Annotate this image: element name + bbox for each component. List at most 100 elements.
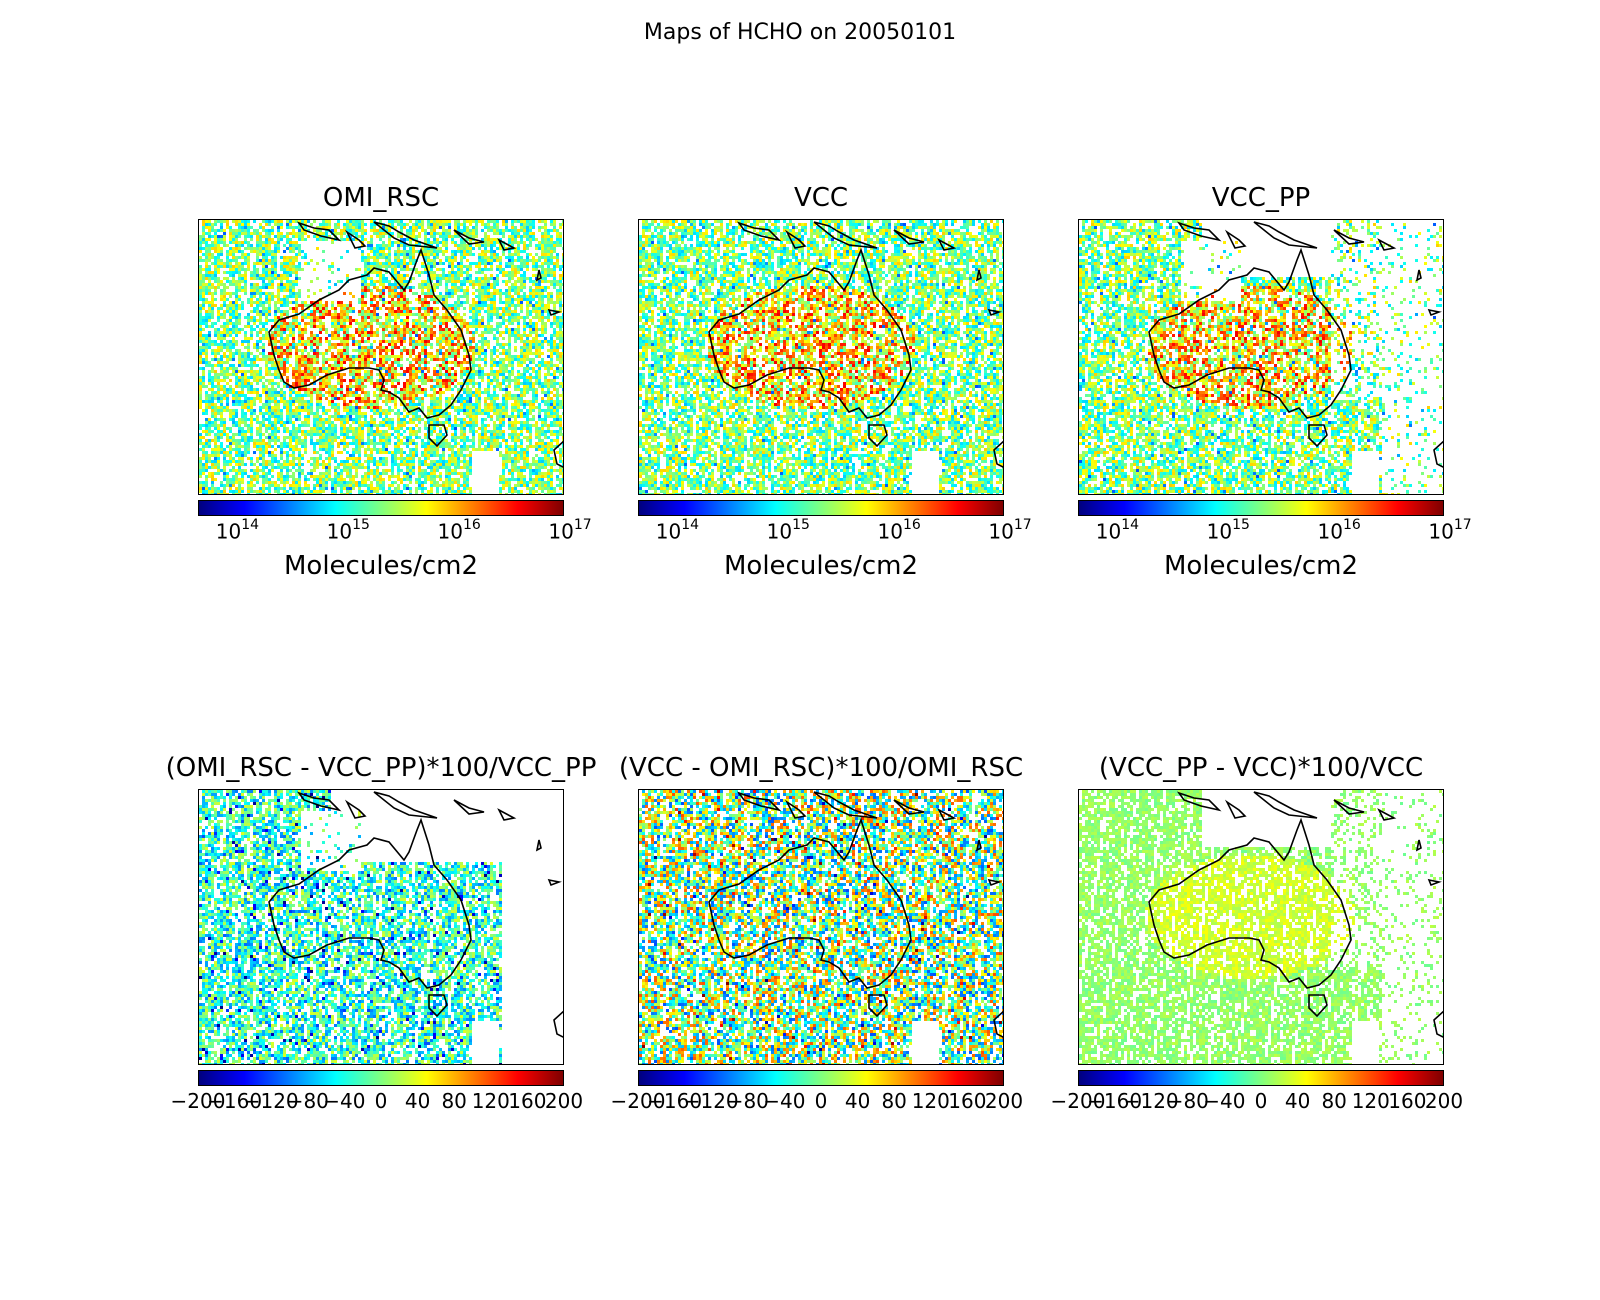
colorbar-label: Molecules/cm2 xyxy=(284,551,478,581)
australia-coastline xyxy=(1148,247,1352,419)
island-coastline xyxy=(344,229,367,249)
panel-title: OMI_RSC xyxy=(323,183,439,213)
map-plot xyxy=(638,219,1004,495)
colorbar-tick-label: 0 xyxy=(375,1089,388,1113)
australia-coastline xyxy=(708,817,912,989)
island-coastline xyxy=(1253,221,1318,249)
island-coastline xyxy=(1427,308,1442,317)
colorbar-tick-label: 200 xyxy=(985,1089,1023,1113)
colorbar-tick-label: 1017 xyxy=(988,517,1031,544)
australia-coastline xyxy=(268,817,472,989)
australia-coastline xyxy=(268,247,472,419)
island-coastline xyxy=(975,839,982,852)
map-plot xyxy=(198,789,564,1065)
colorbar-tick-label: 120 xyxy=(1352,1089,1390,1113)
island-coastline xyxy=(736,791,782,812)
island-coastline xyxy=(784,799,807,819)
colorbar-tick-label: 1015 xyxy=(327,517,370,544)
colorbar xyxy=(1078,1070,1444,1086)
panel-title: (VCC_PP - VCC)*100/VCC xyxy=(1099,753,1423,783)
colorbar-tick-label: −40 xyxy=(323,1089,365,1113)
island-coastline xyxy=(553,440,563,468)
colorbar xyxy=(198,1070,564,1086)
colorbar-tick-label: 120 xyxy=(912,1089,950,1113)
colorbar-tick-label: 200 xyxy=(1425,1089,1463,1113)
island-coastline xyxy=(1433,440,1443,468)
colorbar-tick-label: 1017 xyxy=(1428,517,1471,544)
island-coastline xyxy=(344,799,367,819)
colorbar-tick-label: 1016 xyxy=(1317,517,1360,544)
colorbar-tick-label: 160 xyxy=(508,1089,546,1113)
data-pixels xyxy=(199,790,502,1064)
island-coastline xyxy=(535,839,542,852)
tasmania-coastline xyxy=(868,424,888,448)
island-coastline xyxy=(813,221,878,249)
data-pixels xyxy=(1079,790,1443,1064)
map-svg xyxy=(199,790,563,1064)
colorbar-tick-label: −160 xyxy=(647,1089,702,1113)
colorbar-tick-label: −120 xyxy=(1124,1089,1179,1113)
data-pixels xyxy=(1079,220,1443,494)
map-plot xyxy=(638,789,1004,1065)
island-coastline xyxy=(975,269,982,282)
island-coastline xyxy=(1377,238,1397,251)
colorbar-tick-label: −40 xyxy=(763,1089,805,1113)
island-coastline xyxy=(1377,808,1397,821)
colorbar xyxy=(638,500,1004,516)
colorbar-label: Molecules/cm2 xyxy=(724,551,918,581)
colorbar-tick-label: 0 xyxy=(815,1089,828,1113)
colorbar-tick-label: 1015 xyxy=(1207,517,1250,544)
colorbar-tick-label: −200 xyxy=(171,1089,226,1113)
colorbar-tick-label: 80 xyxy=(441,1089,466,1113)
island-coastline xyxy=(813,791,878,819)
colorbar-tick-label: 1017 xyxy=(548,517,591,544)
island-coastline xyxy=(1224,229,1247,249)
colorbar-tick-label: 80 xyxy=(881,1089,906,1113)
island-coastline xyxy=(547,308,562,317)
colorbar-tick-label: 80 xyxy=(1321,1089,1346,1113)
map-plot xyxy=(1078,789,1444,1065)
colorbar-tick-label: 1016 xyxy=(877,517,920,544)
panel-title: VCC xyxy=(794,183,848,213)
colorbar-tick-label: −120 xyxy=(684,1089,739,1113)
colorbar-tick-label: 1014 xyxy=(216,517,259,544)
map-plot xyxy=(198,219,564,495)
colorbar-tick-label: 120 xyxy=(472,1089,510,1113)
island-coastline xyxy=(993,440,1003,468)
map-svg xyxy=(1079,790,1443,1064)
island-coastline xyxy=(893,799,925,815)
colorbar-tick-label: 0 xyxy=(1255,1089,1268,1113)
australia-coastline xyxy=(708,247,912,419)
colorbar-tick-label: 200 xyxy=(545,1089,583,1113)
figure-title: Maps of HCHO on 20050101 xyxy=(0,20,1600,45)
island-coastline xyxy=(937,808,957,821)
island-coastline xyxy=(1333,229,1365,245)
map-plot xyxy=(1078,219,1444,495)
island-coastline xyxy=(937,238,957,251)
panel-title: (VCC - OMI_RSC)*100/OMI_RSC xyxy=(619,753,1023,783)
colorbar xyxy=(1078,500,1444,516)
colorbar-tick-label: −200 xyxy=(1051,1089,1106,1113)
colorbar-tick-label: 40 xyxy=(1285,1089,1310,1113)
colorbar-tick-label: 160 xyxy=(948,1089,986,1113)
island-coastline xyxy=(1333,799,1365,815)
colorbar-tick-label: 40 xyxy=(845,1089,870,1113)
tasmania-coastline xyxy=(428,994,448,1018)
colorbar-tick-label: 1014 xyxy=(1096,517,1139,544)
colorbar-tick-label: −160 xyxy=(1087,1089,1142,1113)
island-coastline xyxy=(893,229,925,245)
australia-coastline xyxy=(1148,817,1352,989)
colorbar xyxy=(638,1070,1004,1086)
island-coastline xyxy=(993,1010,1003,1038)
colorbar-tick-label: −120 xyxy=(244,1089,299,1113)
colorbar-tick-label: −80 xyxy=(287,1089,329,1113)
map-svg xyxy=(1079,220,1443,494)
colorbar-tick-label: 40 xyxy=(405,1089,430,1113)
island-coastline xyxy=(553,1010,563,1038)
map-svg xyxy=(199,220,563,494)
map-svg xyxy=(639,790,1003,1064)
tasmania-coastline xyxy=(1308,424,1328,448)
island-coastline xyxy=(1176,791,1222,812)
island-coastline xyxy=(1433,1010,1443,1038)
colorbar-tick-label: −80 xyxy=(727,1089,769,1113)
